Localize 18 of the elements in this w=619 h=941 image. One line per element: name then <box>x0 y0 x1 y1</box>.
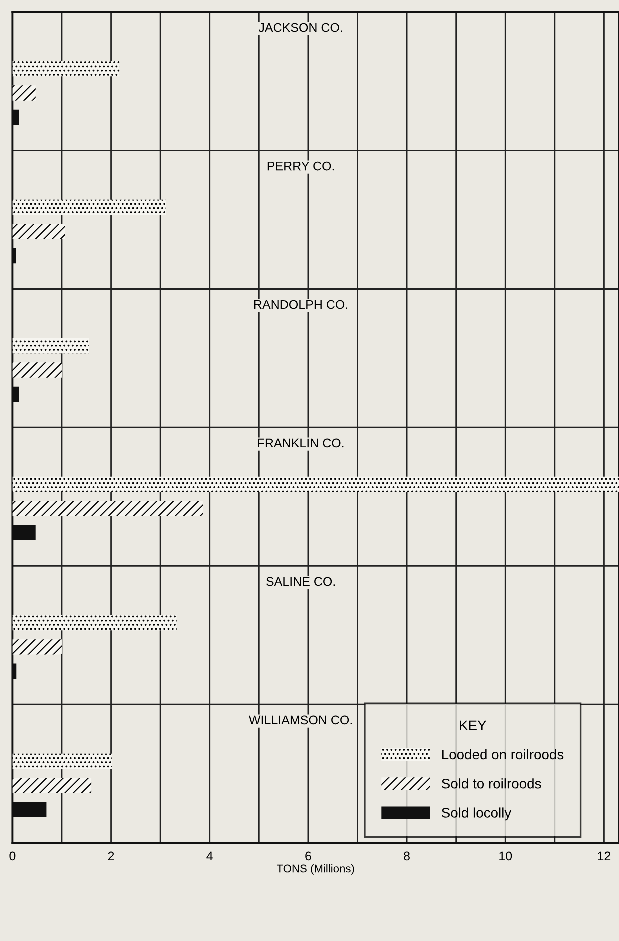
y-tick-label: WILLIAMSON CO. <box>249 716 352 725</box>
legend-title: KEY <box>460 720 486 730</box>
y-tick-label: SALINE CO. <box>266 577 335 586</box>
x-tick-label: 0 <box>10 852 16 861</box>
legend-label: Looded on roilroods <box>442 749 564 760</box>
x-tick-label: 12 <box>598 852 611 861</box>
y-tick-label: JACKSON CO. <box>258 23 342 32</box>
legend-label: Sold locolly <box>442 808 512 821</box>
y-tick-label: RANDOLPH CO. <box>254 300 348 310</box>
x-axis-title: TONS (Millions) <box>276 864 354 875</box>
y-tick-label: PERRY CO. <box>268 162 334 171</box>
x-tick-label: 2 <box>108 852 114 861</box>
x-tick-label: 6 <box>306 852 312 861</box>
legend-label: Sold to roilroods <box>442 778 542 789</box>
y-tick-label: FRANKLIN CO. <box>258 438 344 448</box>
x-tick-label: 4 <box>206 852 213 861</box>
x-tick-label: 8 <box>404 852 410 861</box>
x-tick-label: 10 <box>500 852 512 861</box>
